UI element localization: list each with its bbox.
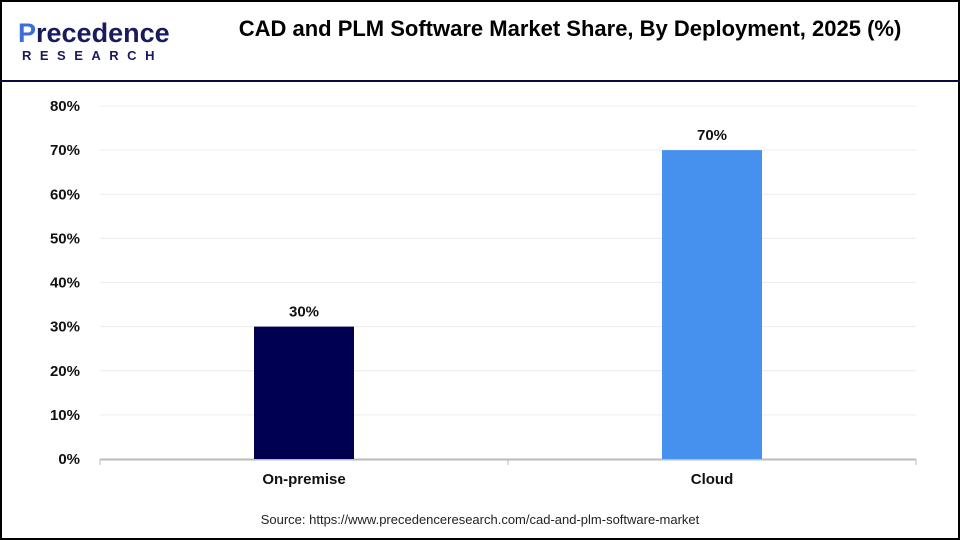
bar-on-premise — [254, 326, 354, 459]
bar-cloud — [662, 150, 762, 459]
precedence-research-logo: Precedence RESEARCH — [18, 18, 170, 64]
source-note: Source: https://www.precedenceresearch.c… — [260, 512, 700, 527]
header-divider — [0, 80, 960, 82]
x-tick-label: Cloud — [691, 471, 734, 488]
y-tick-label: 40% — [50, 275, 80, 292]
logo-subtext: RESEARCH — [22, 48, 163, 63]
y-tick-label: 70% — [50, 142, 80, 159]
y-tick-label: 0% — [58, 451, 80, 468]
y-tick-label: 50% — [50, 230, 80, 247]
y-tick-label: 10% — [50, 407, 80, 424]
y-tick-label: 20% — [50, 363, 80, 380]
logo-text: Precedence — [18, 18, 170, 48]
chart-title: CAD and PLM Software Market Share, By De… — [238, 16, 902, 41]
data-label: 70% — [697, 127, 727, 144]
data-label: 30% — [289, 304, 319, 321]
x-tick-label: On-premise — [262, 471, 345, 488]
y-tick-label: 80% — [50, 98, 80, 115]
y-tick-label: 30% — [50, 319, 80, 336]
y-tick-label: 60% — [50, 186, 80, 203]
